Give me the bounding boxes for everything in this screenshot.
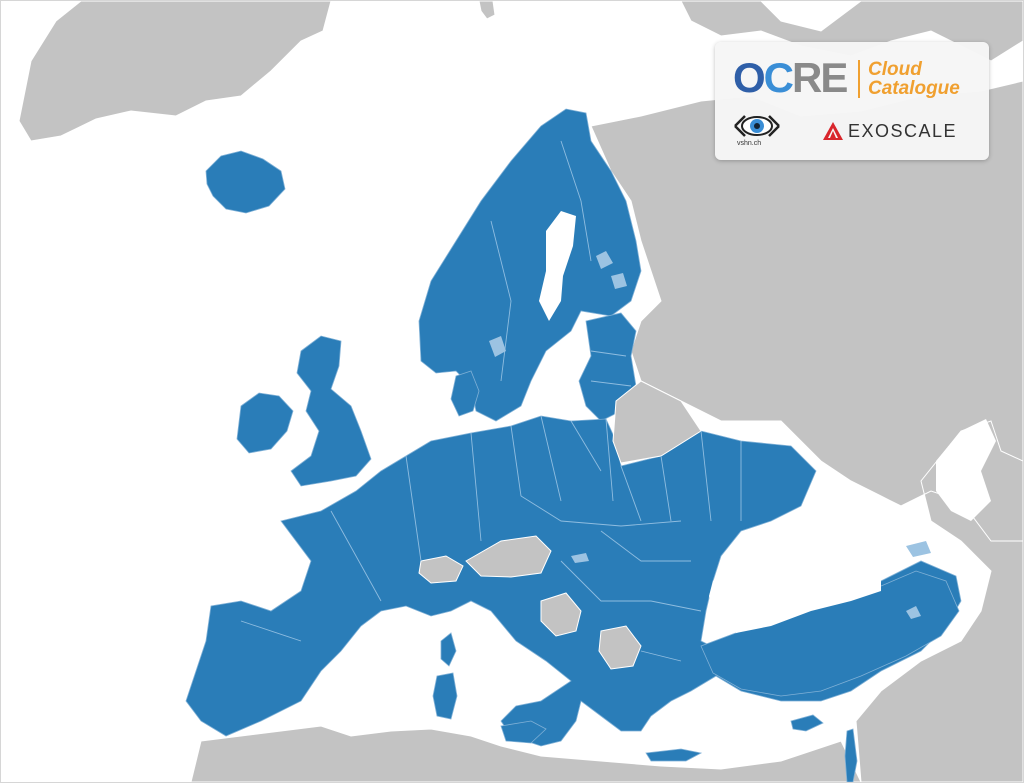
denmark bbox=[450, 370, 480, 417]
lake-balaton bbox=[571, 553, 589, 563]
north-africa bbox=[190, 725, 862, 782]
caspian-sea bbox=[936, 419, 996, 521]
russia-east bbox=[590, 80, 1023, 782]
lake-turkey bbox=[906, 541, 931, 619]
ocre-divider bbox=[858, 60, 860, 98]
lake-scandinavia bbox=[489, 251, 627, 357]
vshn-label: vshn.ch bbox=[737, 140, 762, 147]
black-sea bbox=[709, 546, 881, 633]
serbia bbox=[598, 625, 642, 670]
cyprus bbox=[790, 714, 824, 732]
ireland bbox=[236, 392, 294, 454]
crete bbox=[645, 748, 703, 762]
sardinia bbox=[432, 672, 458, 720]
bosnia bbox=[540, 592, 582, 637]
iceland bbox=[205, 150, 286, 214]
ocre-logo-c: C bbox=[763, 54, 794, 101]
partner-logo-card: OCRE Cloud Catalogue vshn.ch EXOSCALE bbox=[715, 42, 989, 160]
israel bbox=[844, 728, 858, 782]
ocre-logo: OCRE bbox=[733, 54, 848, 102]
cloud-catalogue-text: Cloud Catalogue bbox=[868, 60, 960, 98]
austria bbox=[465, 535, 552, 578]
corsica bbox=[440, 632, 457, 667]
cloud-catalogue-line2: Catalogue bbox=[868, 78, 960, 99]
great-britain bbox=[290, 335, 372, 487]
switzerland bbox=[418, 555, 464, 584]
ocre-logo-o: O bbox=[733, 54, 766, 101]
gulf-of-bothnia bbox=[539, 211, 576, 321]
exoscale-label: EXOSCALE bbox=[848, 121, 958, 141]
belarus bbox=[612, 380, 702, 464]
scandinavia bbox=[418, 108, 642, 422]
cloud-catalogue-line1: Cloud bbox=[868, 59, 922, 80]
greenland bbox=[18, 1, 332, 142]
country-borders bbox=[240, 140, 742, 662]
exoscale-triangle-icon bbox=[823, 122, 843, 140]
svalbard bbox=[478, 1, 496, 20]
sicily bbox=[500, 720, 547, 744]
ocre-logo-rest: RE bbox=[792, 54, 848, 101]
eye-icon bbox=[734, 115, 780, 137]
